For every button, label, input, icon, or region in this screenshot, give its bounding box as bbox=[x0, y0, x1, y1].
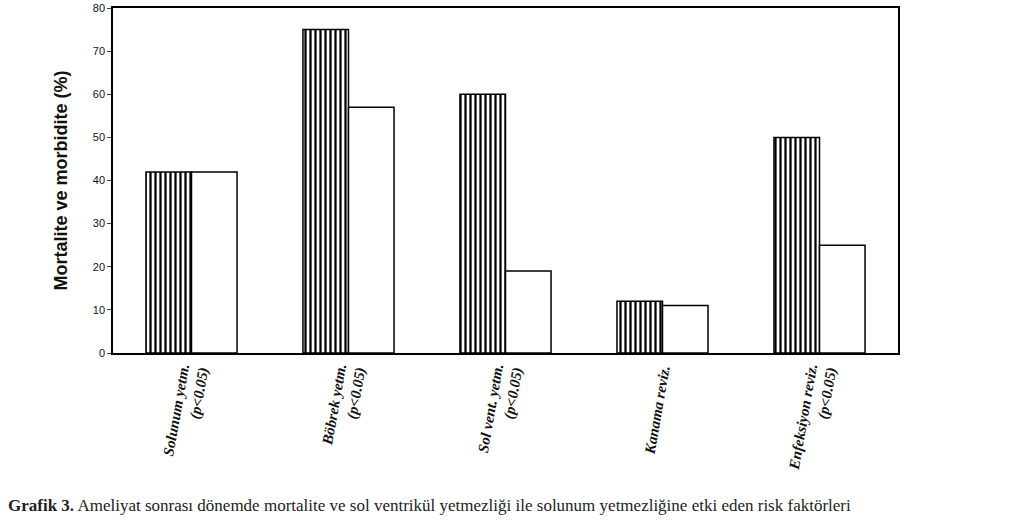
svg-text:Sol vent. yetm.(p<0.05): Sol vent. yetm.(p<0.05) bbox=[475, 363, 527, 458]
svg-text:0: 0 bbox=[99, 347, 105, 359]
svg-text:10: 10 bbox=[93, 304, 105, 316]
svg-text:Enfeksiyon reviz.(p<0.05): Enfeksiyon reviz.(p<0.05) bbox=[786, 363, 841, 475]
svg-text:20: 20 bbox=[93, 261, 105, 273]
svg-text:50: 50 bbox=[93, 131, 105, 143]
svg-text:80: 80 bbox=[93, 2, 105, 14]
svg-text:Mortalite ve morbidite (%): Mortalite ve morbidite (%) bbox=[51, 70, 71, 290]
svg-text:30: 30 bbox=[93, 217, 105, 229]
html-text:Grafik 3. Ameliyat sonrası dön: Grafik 3. Ameliyat sonrası dönemde morta… bbox=[8, 496, 851, 515]
svg-text:70: 70 bbox=[93, 45, 105, 57]
svg-text:40: 40 bbox=[93, 174, 105, 186]
svg-text:Böbrek yetm.(p<0.05): Böbrek yetm.(p<0.05) bbox=[319, 363, 369, 451]
svg-text:Kanama reviz.: Kanama reviz. bbox=[641, 364, 672, 456]
svg-text:60: 60 bbox=[93, 88, 105, 100]
svg-text:Solunum yetm.(p<0.05): Solunum yetm.(p<0.05) bbox=[160, 363, 212, 461]
